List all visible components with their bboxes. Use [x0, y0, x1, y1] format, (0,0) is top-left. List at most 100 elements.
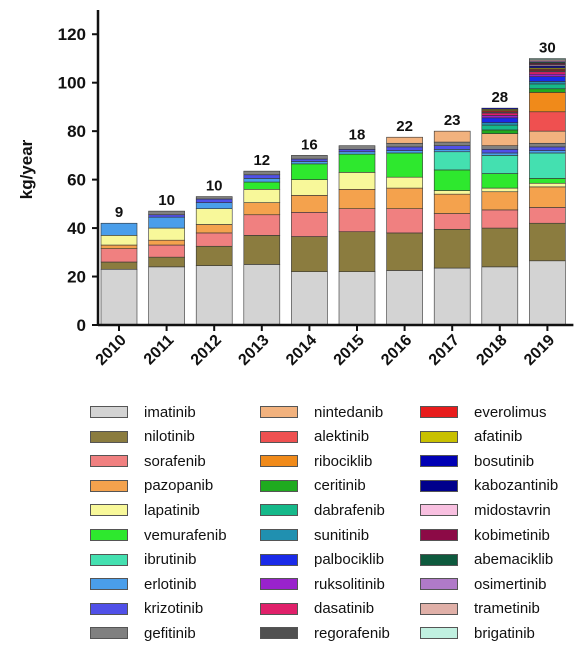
legend-item-krizotinib: krizotinib	[90, 597, 203, 621]
legend-label: nintedanib	[314, 403, 384, 421]
legend-swatch	[260, 529, 298, 541]
x-tick-label-2017: 2017	[426, 332, 463, 369]
legend-label: vemurafenib	[144, 526, 227, 544]
x-tick-label-2014: 2014	[283, 332, 320, 369]
legend-swatch	[260, 430, 298, 443]
bar-total-label-2018: 28	[491, 89, 508, 106]
bar-segment-krizotinib-2017	[433, 145, 471, 150]
legend-item-vemurafenib: vemurafenib	[90, 523, 227, 547]
bar-segment-imatinib-2015	[338, 271, 376, 326]
bar-segment-nilotinib-2014	[291, 236, 328, 272]
bar-segment-lapatinib-2017	[433, 190, 471, 195]
legend-swatch	[260, 578, 298, 591]
bar-segment-sorafenib-2019	[529, 207, 566, 224]
legend-item-ruksolitinib: ruksolitinib	[260, 572, 385, 596]
bar-segment-pazopanib-2010	[100, 244, 138, 249]
legend-item-abemaciklib: abemaciklib	[420, 548, 553, 572]
bar-segment-erlotinib-2012	[195, 202, 233, 209]
legend-item-everolimus: everolimus	[420, 400, 547, 424]
bar-segment-pazopanib-2013	[243, 202, 281, 216]
bar-segment-nintedanib-2018	[481, 133, 519, 146]
legend-swatch	[420, 455, 458, 468]
x-tick-label-2015: 2015	[331, 332, 368, 369]
bar-segment-lapatinib-2019	[529, 182, 566, 188]
bar-segment-krizotinib-2018	[481, 149, 519, 154]
bar-segment-vemurafenib-2015	[338, 153, 376, 173]
bar-segment-pazopanib-2018	[481, 191, 519, 211]
legend-item-regorafenib: regorafenib	[260, 621, 390, 645]
legend-item-osimertinib: osimertinib	[420, 572, 547, 596]
legend-label: nilotinib	[144, 428, 195, 446]
legend-swatch	[90, 627, 128, 640]
bar-segment-nintedanib-2016	[386, 136, 423, 144]
bar-segment-lapatinib-2011	[148, 227, 185, 241]
bar-segment-nilotinib-2010	[100, 261, 138, 270]
legend-item-dasatinib: dasatinib	[260, 597, 374, 621]
bar-segment-gefitinib-2011	[148, 210, 185, 216]
bar-total-label-2015: 18	[349, 127, 366, 144]
legend-item-gefitinib: gefitinib	[90, 621, 196, 645]
x-tick-label-2010: 2010	[93, 332, 130, 369]
bar-segment-erlotinib-2015	[338, 151, 376, 155]
legend-label: trametinib	[474, 600, 540, 618]
legend-swatch	[260, 455, 298, 468]
bar-segment-ruksolitinib-2019	[529, 73, 566, 77]
legend-swatch	[260, 504, 298, 517]
legend-swatch	[260, 553, 298, 566]
legend-item-brigatinib: brigatinib	[420, 621, 535, 645]
bar-segment-dasatinib-2018	[481, 112, 519, 116]
legend-swatch	[90, 455, 128, 468]
legend-swatch	[90, 578, 128, 591]
bar-segment-sunitinib-2019	[529, 81, 566, 85]
bar-segment-nilotinib-2011	[148, 256, 185, 268]
legend-label: gefitinib	[144, 624, 196, 642]
legend-label: kabozantinib	[474, 477, 559, 495]
legend-swatch	[260, 406, 298, 418]
bar-segment-ruksolitinib-2018	[481, 115, 519, 119]
bar-segment-lapatinib-2012	[195, 208, 233, 225]
bar-segment-sorafenib-2016	[386, 208, 423, 234]
bar-segment-sorafenib-2015	[338, 208, 376, 233]
legend-label: ceritinib	[314, 477, 366, 495]
legend-label: regorafenib	[314, 624, 390, 642]
bar-segment-imatinib-2010	[100, 268, 138, 326]
bar-segment-dabrafenib-2018	[481, 124, 519, 131]
bar-segment-lapatinib-2015	[338, 172, 376, 190]
legend-item-bosutinib: bosutinib	[420, 449, 534, 473]
legend-swatch	[260, 602, 298, 615]
bar-segment-ibrutinib-2018	[481, 155, 519, 174]
x-tick-label-2019: 2019	[521, 332, 558, 369]
bar-segment-nilotinib-2013	[243, 235, 281, 265]
legend-label: ruksolitinib	[314, 575, 385, 593]
y-tick-label-80: 80	[67, 122, 86, 141]
bar-segment-gefitinib-2014	[291, 155, 328, 160]
bar-segment-sorafenib-2010	[100, 248, 138, 263]
y-tick-label-60: 60	[67, 171, 86, 190]
bar-segment-nilotinib-2012	[195, 245, 233, 266]
bar-segment-gefitinib-2016	[386, 142, 423, 148]
bar-segment-pazopanib-2016	[386, 187, 423, 209]
bar-segment-imatinib-2014	[291, 271, 328, 326]
bar-segment-sorafenib-2017	[433, 213, 471, 230]
legend-swatch	[90, 479, 128, 492]
legend-swatch	[420, 430, 458, 443]
legend-label: imatinib	[144, 403, 196, 421]
legend-swatch	[90, 602, 128, 615]
bar-segment-sorafenib-2013	[243, 214, 281, 236]
bar-total-label-2017: 23	[444, 112, 461, 129]
bar-segment-nintedanib-2019	[529, 130, 566, 144]
y-axis-label: kg/year	[17, 139, 36, 199]
bar-segment-vemurafenib-2014	[291, 163, 328, 180]
legend-item-dabrafenib: dabrafenib	[260, 498, 385, 522]
bar-segment-imatinib-2011	[148, 266, 185, 326]
legend-swatch	[420, 602, 458, 615]
legend-item-ibrutinib: ibrutinib	[90, 548, 197, 572]
legend-item-imatinib: imatinib	[90, 400, 196, 424]
legend-item-nintedanib: nintedanib	[260, 400, 383, 424]
bar-segment-vemurafenib-2016	[386, 152, 423, 178]
legend-label: palbociklib	[314, 551, 385, 569]
legend-label: sunitinib	[314, 526, 370, 544]
bar-segment-palbociklib-2018	[481, 117, 519, 123]
legend-swatch	[90, 406, 128, 418]
legend-item-alektinib: alektinib	[260, 425, 369, 449]
